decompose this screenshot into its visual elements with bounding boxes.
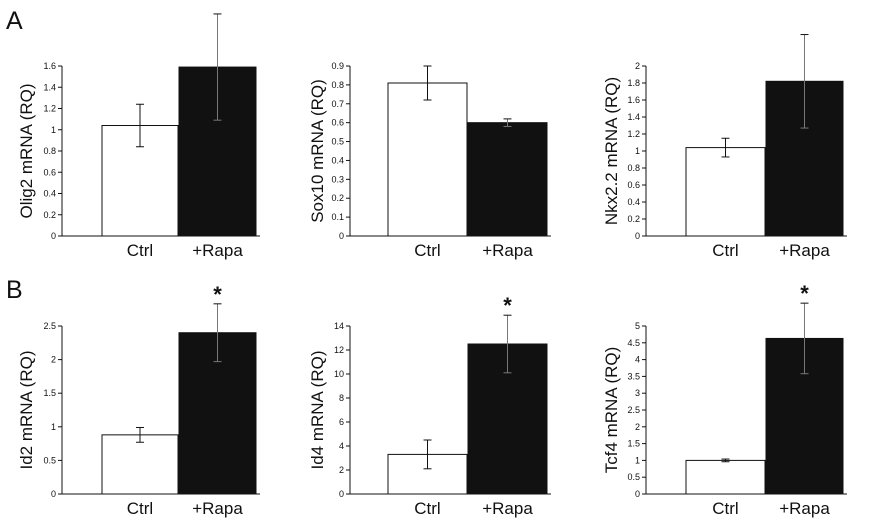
significance-star: * xyxy=(503,293,512,318)
y-tick-label: 4.5 xyxy=(627,338,640,348)
y-tick-label: 0.2 xyxy=(627,214,640,224)
y-tick-label: 0.5 xyxy=(43,455,56,465)
y-tick-label: 0.2 xyxy=(331,193,344,203)
y-tick-label: 0.6 xyxy=(627,180,640,190)
y-tick-label: 2 xyxy=(339,465,344,475)
bar-ctrl xyxy=(101,434,179,495)
y-tick-label: 0.1 xyxy=(331,212,344,222)
category-label: +Rapa xyxy=(192,499,243,518)
y-tick-label: 0.4 xyxy=(331,155,344,165)
y-tick-label: 1.5 xyxy=(627,439,640,449)
y-tick-label: 2 xyxy=(635,422,640,432)
bar-ctrl xyxy=(685,459,766,495)
y-tick-label: 8 xyxy=(339,393,344,403)
y-axis-label: Nkx2.2 mRNA (RQ) xyxy=(602,77,621,225)
y-tick-label: 2.5 xyxy=(43,321,56,331)
category-label: +Rapa xyxy=(192,241,243,260)
y-axis-label: Id4 mRNA (RQ) xyxy=(308,350,327,469)
y-tick-label: 0.4 xyxy=(43,189,56,199)
y-tick-label: 1.6 xyxy=(43,61,56,71)
y-tick-label: 2 xyxy=(51,355,56,365)
category-label: Ctrl xyxy=(712,499,738,518)
y-tick-label: 0 xyxy=(339,489,344,499)
y-tick-label: 0 xyxy=(635,231,640,241)
y-tick-label: 0 xyxy=(339,231,344,241)
y-tick-label: 12 xyxy=(334,345,344,355)
y-tick-label: 1.4 xyxy=(43,82,56,92)
y-tick-label: 0.2 xyxy=(43,210,56,220)
y-tick-label: 2 xyxy=(635,61,640,71)
y-tick-label: 1 xyxy=(51,422,56,432)
y-tick-label: 3.5 xyxy=(627,371,640,381)
y-tick-label: 0 xyxy=(635,489,640,499)
y-tick-label: 3 xyxy=(635,388,640,398)
y-tick-label: 0.5 xyxy=(627,472,640,482)
panel-label-a: A xyxy=(6,7,23,35)
y-axis-label: Id2 mRNA (RQ) xyxy=(17,350,36,469)
y-tick-label: 1 xyxy=(51,125,56,135)
y-tick-label: 1.4 xyxy=(627,112,640,122)
y-axis-label: Tcf4 mRNA (RQ) xyxy=(602,347,621,474)
y-tick-label: 0.6 xyxy=(331,118,344,128)
y-tick-label: 0.7 xyxy=(331,99,344,109)
chart-4: 0 0.5 1 1.5 2 2.5 Id2 mRNA (RQ) Ctrl +Rapa * xyxy=(17,282,260,518)
y-tick-label: 1.2 xyxy=(627,129,640,139)
category-label: Ctrl xyxy=(712,241,738,260)
y-tick-label: 1.5 xyxy=(43,388,56,398)
bar-rapa xyxy=(467,122,548,237)
y-tick-label: 14 xyxy=(334,321,344,331)
chart-3: 0 0.2 0.4 0.6 0.8 1 1.2 1.4 1.6 1.8 2 Nkx2.2 mRNA (… xyxy=(602,34,847,260)
y-tick-label: 10 xyxy=(334,369,344,379)
category-label: +Rapa xyxy=(482,241,533,260)
y-tick-label: 0.8 xyxy=(331,80,344,90)
bar-ctrl xyxy=(387,82,468,237)
y-tick-label: 0.8 xyxy=(43,146,56,156)
chart-2: 0 0.1 0.2 0.3 0.4 0.5 0.6 0.7 0.8 0.9 Sox10 mRNA (… xyxy=(308,61,551,260)
category-label: Ctrl xyxy=(127,241,153,260)
y-tick-label: 4 xyxy=(635,355,640,365)
y-tick-label: 0.6 xyxy=(43,167,56,177)
chart-1: 0 0.2 0.4 0.6 0.8 1 1.2 1.4 1.6 Olig2 mRNA (RQ) Ct… xyxy=(17,13,260,260)
y-tick-label: 0.4 xyxy=(627,197,640,207)
significance-star: * xyxy=(800,281,809,306)
category-label: Ctrl xyxy=(127,499,153,518)
y-tick-label: 0.5 xyxy=(331,137,344,147)
significance-star: * xyxy=(213,282,222,307)
y-tick-label: 5 xyxy=(635,321,640,331)
y-tick-label: 1.6 xyxy=(627,95,640,105)
chart-6: 0 0.5 1 1.5 2 2.5 3 3.5 4 4.5 5 Tcf4 mRNA (RQ) Ctrl +… xyxy=(602,281,847,518)
y-tick-label: 0.9 xyxy=(331,61,344,71)
y-tick-label: 1.8 xyxy=(627,78,640,88)
category-label: Ctrl xyxy=(414,241,440,260)
y-tick-label: 0.3 xyxy=(331,174,344,184)
bar-ctrl xyxy=(685,147,766,237)
y-tick-label: 4 xyxy=(339,441,344,451)
y-tick-label: 0.8 xyxy=(627,163,640,173)
y-tick-label: 2.5 xyxy=(627,405,640,415)
chart-5: 0 2 4 6 8 10 12 14 Id4 mRNA (RQ) Ctrl +Rapa * xyxy=(308,293,551,518)
category-label: +Rapa xyxy=(779,241,830,260)
category-label: +Rapa xyxy=(482,499,533,518)
y-tick-label: 1.2 xyxy=(43,104,56,114)
category-label: Ctrl xyxy=(414,499,440,518)
category-label: +Rapa xyxy=(779,499,830,518)
y-tick-label: 6 xyxy=(339,417,344,427)
y-tick-label: 0 xyxy=(51,231,56,241)
panel-label-b: B xyxy=(6,276,23,304)
y-axis-label: Sox10 mRNA (RQ) xyxy=(308,79,327,223)
y-axis-label: Olig2 mRNA (RQ) xyxy=(17,83,36,218)
y-tick-label: 1 xyxy=(635,455,640,465)
y-tick-label: 0 xyxy=(51,489,56,499)
y-tick-label: 1 xyxy=(635,146,640,156)
